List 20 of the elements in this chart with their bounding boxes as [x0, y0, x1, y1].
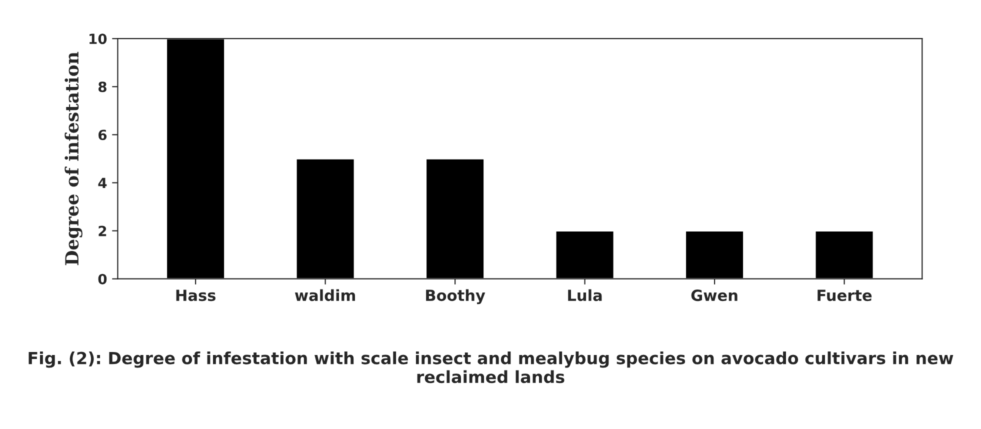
x-tick-label: Boothy — [426, 289, 486, 304]
x-tick-label: waldim — [294, 289, 355, 302]
y-axis-title: Degree of infestation — [64, 52, 82, 266]
x-tick-label: Fuerte — [818, 290, 872, 302]
bar — [166, 38, 226, 279]
y-tick-label: 10 — [90, 34, 107, 44]
x-tick-label: Lula — [568, 289, 602, 302]
y-tick-label: 0 — [98, 274, 107, 284]
y-tick-label: 4 — [98, 178, 107, 188]
x-tick-label: Gwen — [691, 290, 738, 302]
y-tick-label: 6 — [98, 130, 107, 140]
bar — [425, 158, 485, 279]
bar — [814, 230, 874, 279]
y-tick-label: 8 — [98, 82, 106, 92]
bar — [554, 230, 615, 279]
y-tick-label: 2 — [98, 226, 106, 236]
x-tick-label: Hass — [176, 290, 216, 302]
bar — [684, 230, 744, 279]
bar — [295, 158, 356, 279]
text: Fig. (2): Degree of infestation with scale insect and mealybug species on avocado cultivars in new reclaimed lands — [28, 351, 954, 384]
